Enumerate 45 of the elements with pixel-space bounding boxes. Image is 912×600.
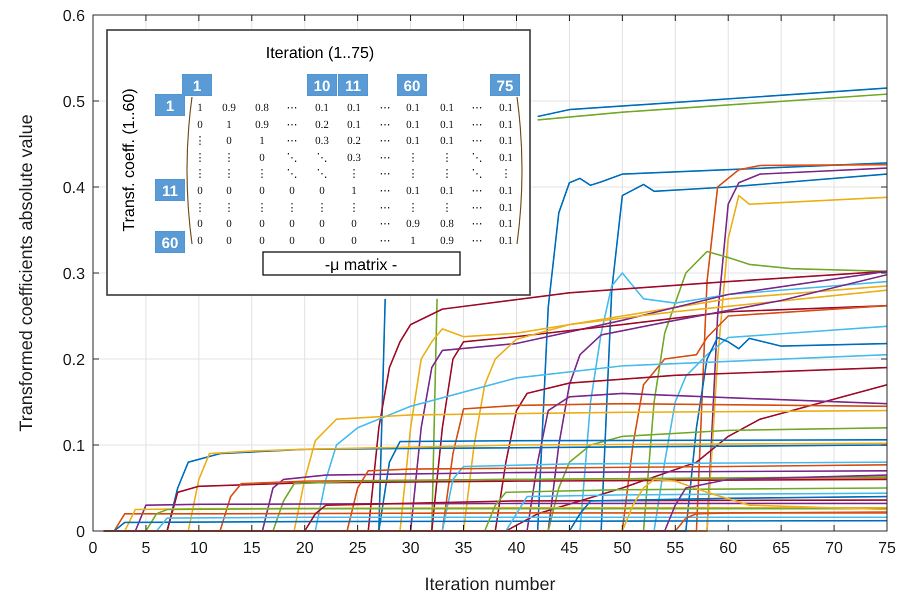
annotation: 11: [345, 78, 361, 95]
x-tick-label: 35: [454, 540, 473, 557]
annotation: 60: [162, 235, 178, 252]
annotation: 75: [496, 78, 514, 95]
x-tick-label: 30: [402, 540, 420, 557]
x-tick-label: 5: [141, 540, 150, 557]
x-tick-label: 0: [88, 540, 98, 557]
x-tick-label: 70: [825, 540, 844, 557]
annotation: Iteration (1..75): [266, 45, 374, 62]
text: ⋮ 0 1 ⋯ 0.3 0.2 ⋯ 0.1 0.1 ⋯ 0.1: [194, 135, 513, 147]
x-tick-label: 65: [772, 540, 790, 557]
y-tick-label: 0.4: [62, 180, 86, 197]
y-tick-label: 0.1: [62, 438, 86, 455]
y-tick-label: 0: [76, 524, 86, 541]
text: 0 0 0 0 0 0 ⋯ 0.9 0.8 ⋯ 0.1: [197, 218, 513, 230]
x-tick-label: 10: [190, 540, 208, 557]
x-tick-label: 75: [878, 540, 896, 557]
x-tick-label: 50: [613, 540, 632, 557]
y-tick-label: 0.6: [62, 8, 86, 25]
x-tick-label: 25: [348, 540, 367, 557]
annotation: 1: [192, 78, 202, 95]
text: 0 0 0 0 0 1 ⋯ 0.1 0.1 ⋯ 0.1: [197, 185, 513, 197]
x-tick-label: 45: [560, 540, 578, 557]
annotation: Transf. coeff. (1..60): [121, 88, 138, 232]
annotation: 60: [404, 78, 420, 95]
x-tick-label: 55: [666, 540, 684, 557]
annotation: 10: [314, 78, 330, 95]
y-tick-label: 0.2: [62, 352, 86, 369]
x-tick-label: 20: [296, 540, 314, 557]
text: 0 0 0 0 0 0 ⋯ 1 0.9 ⋯ 0.1: [197, 235, 513, 247]
annotation: -μ matrix -: [324, 257, 398, 274]
x-tick-label: 40: [508, 540, 526, 557]
x-tick-label: 60: [719, 540, 738, 557]
x-tick-label: 15: [242, 540, 261, 557]
y-tick-label: 0.5: [62, 94, 86, 111]
text: 1 0.9 0.8 ⋯ 0.1 0.1 ⋯ 0.1 0.1 ⋯ 0.1: [197, 102, 513, 114]
text: 0 1 0.9 ⋯ 0.2 0.1 ⋯ 0.1 0.1 ⋯ 0.1: [197, 119, 513, 131]
annotation: 11: [162, 183, 178, 200]
y-tick-label: 0.3: [62, 266, 86, 283]
text: ⋮ ⋮ ⋮ ⋮ ⋮ ⋮ ⋯ ⋮ ⋮ ⋯ 0.1: [194, 202, 513, 214]
text: ⋮ ⋮ 0 ⋱ ⋱ 0.3 ⋯ ⋮ ⋮ ⋱ 0.1: [194, 152, 513, 164]
annotation: 1: [166, 98, 174, 115]
text: ⋮ ⋮ ⋮ ⋱ ⋱ ⋮ ⋯ ⋮ ⋮ ⋱ ⋮: [194, 168, 512, 180]
y-axis-title: Transformed coefficients absolute value: [16, 114, 36, 432]
x-axis-title: Iteration number: [424, 574, 556, 594]
